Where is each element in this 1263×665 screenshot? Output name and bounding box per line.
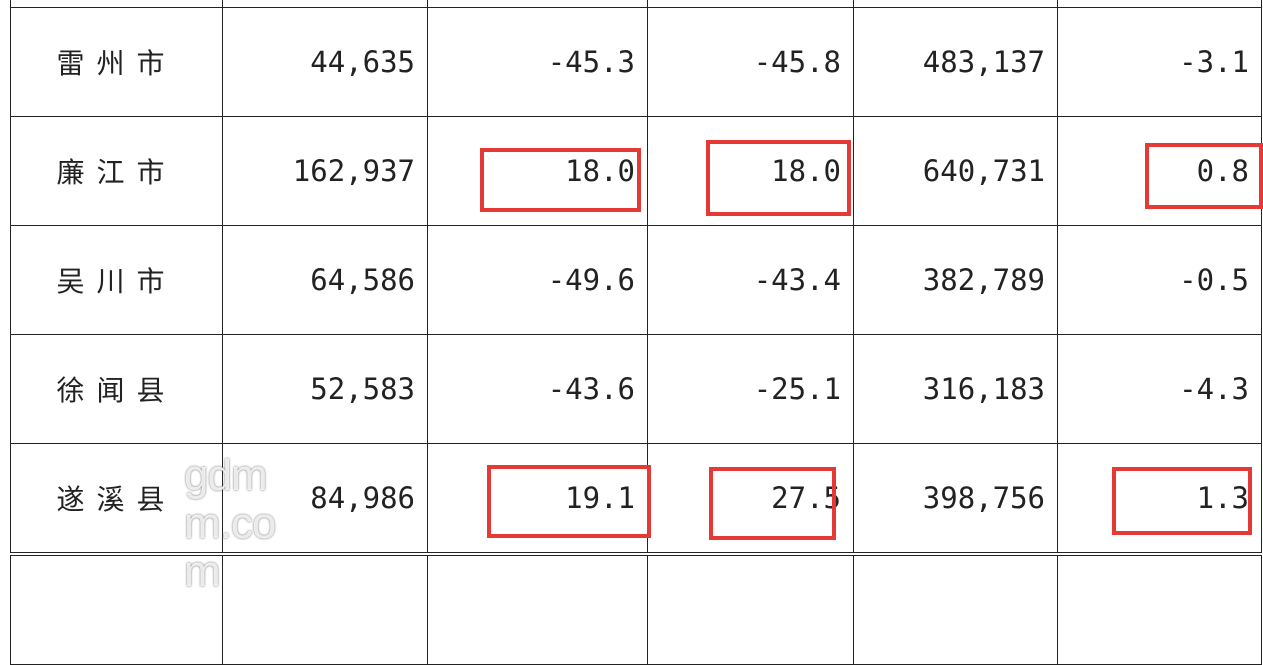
empty-cell (427, 553, 648, 665)
value-cell: 64,586 (222, 225, 428, 335)
table-row: 徐闻县 52,583 -43.6 -25.1 316,183 -4.3 (10, 334, 1262, 444)
highlight-box (1145, 143, 1263, 209)
value-cell (1057, 0, 1262, 8)
value-cell: 382,789 (853, 225, 1058, 335)
value-cell (853, 0, 1058, 8)
table-row: 雷州市 44,635 -45.3 -45.8 483,137 -3.1 (10, 7, 1262, 117)
highlight-box (709, 467, 836, 540)
highlight-box (706, 140, 851, 216)
region-name (10, 0, 223, 8)
value-cell: -49.6 (427, 225, 648, 335)
value-cell (427, 0, 648, 8)
table-row: 遂溪县 84,986 19.1 27.5 398,756 1.3 (10, 443, 1262, 556)
value-cell: -43.4 (647, 225, 854, 335)
value-cell: 316,183 (853, 334, 1058, 444)
value-cell: 52,583 (222, 334, 428, 444)
value-cell: 640,731 (853, 116, 1058, 226)
value-cell: -3.1 (1057, 7, 1262, 117)
value-cell (647, 0, 854, 8)
value-cell: 398,756 (853, 443, 1058, 556)
region-name: 徐闻县 (10, 334, 223, 444)
region-name: 雷州市 (10, 7, 223, 117)
empty-cell (1057, 553, 1262, 665)
value-cell: -4.3 (1057, 334, 1262, 444)
value-cell: 18.0 (427, 116, 648, 226)
region-name: 遂溪县 (10, 443, 223, 556)
value-cell: -0.5 (1057, 225, 1262, 335)
highlight-box (487, 465, 651, 538)
value-cell: -25.1 (647, 334, 854, 444)
value-cell (222, 0, 428, 8)
empty-cell (853, 553, 1058, 665)
value-cell: 483,137 (853, 7, 1058, 117)
empty-cell (647, 553, 854, 665)
value-cell: -45.8 (647, 7, 854, 117)
region-name: 吴川市 (10, 225, 223, 335)
value-cell: 44,635 (222, 7, 428, 117)
value-cell: 1.3 (1057, 443, 1262, 556)
table-row (10, 0, 1262, 8)
value-cell: -45.3 (427, 7, 648, 117)
highlight-box (480, 148, 641, 212)
highlight-box (1112, 467, 1252, 535)
region-name: 廉江市 (10, 116, 223, 226)
table-row: 吴川市 64,586 -49.6 -43.4 382,789 -0.5 (10, 225, 1262, 335)
watermark: gdmm.com (184, 451, 276, 596)
value-cell: 84,986 (222, 443, 428, 556)
value-cell: 162,937 (222, 116, 428, 226)
value-cell: -43.6 (427, 334, 648, 444)
